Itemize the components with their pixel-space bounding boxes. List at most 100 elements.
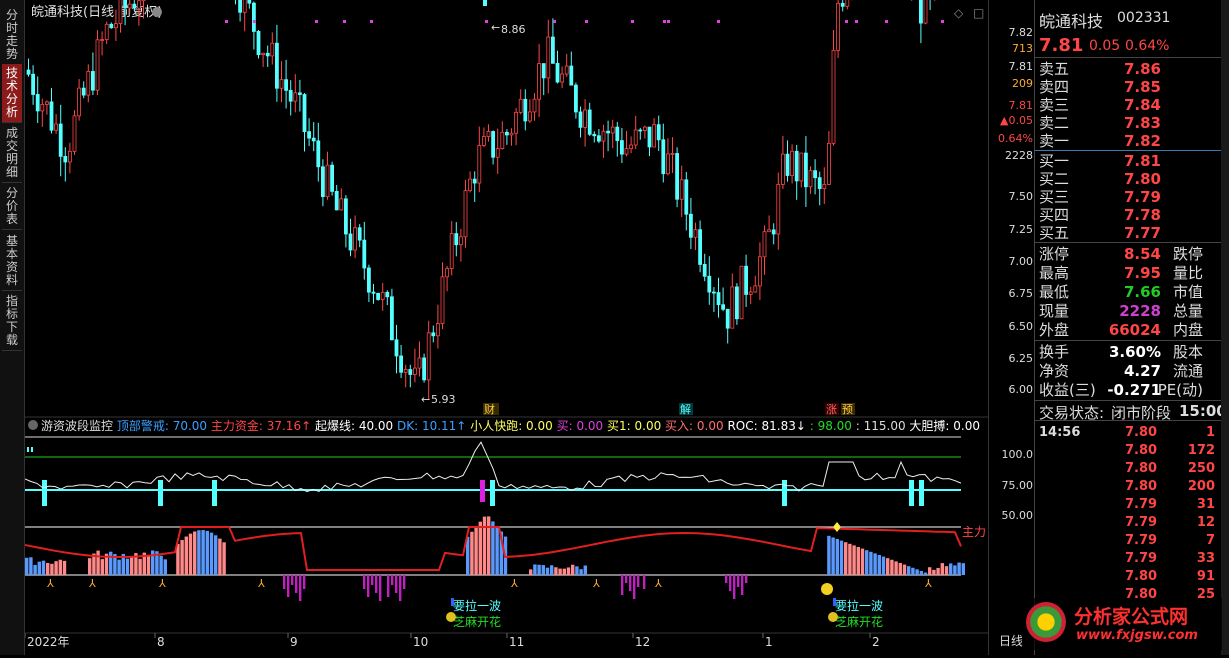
tick-price: 7.79 — [1125, 515, 1158, 530]
indicator-tick: 50.00 — [1002, 509, 1034, 522]
candle-body — [334, 190, 339, 211]
volume-bar — [835, 539, 839, 575]
indicator-tick: 75.00 — [1002, 479, 1034, 492]
volume-bar — [37, 561, 41, 575]
indicator-item-value: 0.00 — [522, 419, 556, 433]
price-tick: 7.81 — [1009, 60, 1034, 73]
volume-bar — [827, 535, 831, 575]
candle-body — [371, 291, 376, 294]
candle-body — [35, 94, 40, 112]
volume-bar — [499, 531, 503, 575]
candle-body — [758, 256, 762, 287]
volume-bar — [860, 548, 865, 575]
signal-dot — [631, 20, 634, 23]
candle-body — [574, 84, 578, 113]
stat2-row-label: 换手 — [1039, 343, 1070, 361]
event-marker-unlock[interactable] — [679, 403, 693, 415]
candle-body — [495, 148, 500, 158]
volume-bar — [25, 557, 29, 575]
current-price: 7.81 — [1039, 35, 1084, 56]
candle-body — [831, 49, 836, 144]
candle-body — [776, 184, 781, 235]
negative-bar — [363, 575, 366, 589]
candle-body — [541, 63, 546, 79]
event-marker-financial[interactable] — [483, 403, 499, 415]
volume-bar — [62, 560, 67, 575]
stat-row: 外盘 66024 内盘 — [1035, 321, 1225, 339]
price-scale: 7.82 713 7.81 209 7.81 ▲0.05 0.64% 2228 7.50 7.25… — [988, 0, 1035, 655]
candle-body — [339, 198, 344, 211]
kline-chart-svg[interactable]: 皖通科技(日线 前复权) ◇ □ 8.86 ← ← 5.93 财 解 涨 预 游… — [24, 0, 988, 655]
candle-body — [656, 124, 661, 141]
quote-scrollbar[interactable] — [1221, 0, 1229, 655]
candle-body — [555, 62, 560, 83]
tab-trade-detail[interactable]: 成交明细 — [2, 124, 22, 183]
indicator-item-label: DK: — [397, 419, 418, 433]
candle-body — [320, 166, 325, 198]
candle-body — [389, 296, 394, 341]
tab-price-table[interactable]: 分价表 — [2, 184, 22, 230]
event-marker-limit-up[interactable] — [825, 403, 839, 415]
signal-dots — [225, 20, 944, 23]
candle-body — [454, 233, 459, 246]
volume-bar — [163, 559, 167, 575]
negative-bar — [375, 575, 378, 593]
candle-body — [118, 0, 123, 25]
candle-body — [638, 129, 643, 132]
signal-bloom-2: 芝麻开花 — [835, 614, 883, 629]
coin-icon — [446, 612, 456, 622]
candle-body — [343, 198, 348, 235]
volume-bar — [953, 565, 957, 575]
watermark-title: 分析家公式网 — [1074, 606, 1189, 628]
tab-intraday[interactable]: 分时走势 — [2, 6, 22, 65]
tab-technical-analysis[interactable]: 技术分析 — [2, 64, 22, 123]
signal-dot — [315, 20, 318, 23]
runner-icon: ⅄ — [258, 577, 265, 590]
negative-bar — [733, 575, 736, 599]
candle-body — [279, 79, 284, 89]
volume-bar — [848, 543, 852, 575]
indicator-item-value: 98.00 — [814, 419, 856, 433]
price-tick: 209 — [1012, 77, 1033, 90]
main-force-label: 主力 — [962, 525, 986, 539]
divider — [1035, 420, 1229, 421]
candle-body — [242, 0, 247, 13]
indicator-menu-icon[interactable] — [28, 420, 38, 430]
candle-body — [58, 123, 63, 157]
candle-body — [661, 139, 666, 175]
diamond-icon[interactable]: ◇ — [954, 6, 964, 20]
volume-bar — [180, 540, 184, 575]
negative-bar — [403, 575, 406, 589]
tick-row: 7.79 33 — [1035, 550, 1225, 568]
candle-body — [247, 0, 252, 4]
tab-indicator-download[interactable]: 指标下载 — [2, 292, 22, 351]
volume-bar — [554, 567, 558, 575]
negative-bar — [621, 575, 624, 595]
runner-icon: ⅄ — [159, 577, 166, 590]
stock-code: 002331 — [1117, 10, 1171, 26]
tick-volume: 12 — [1196, 515, 1215, 530]
chart-title-menu-icon[interactable] — [152, 7, 162, 17]
candle-body — [564, 65, 569, 75]
stat2-row-label2: 流通 — [1172, 362, 1203, 380]
x-tick-label: 11 — [509, 635, 524, 649]
volume-bar — [932, 569, 936, 575]
indicator-item-label: 买: — [557, 419, 573, 433]
chart-area[interactable]: 皖通科技(日线 前复权) ◇ □ 8.86 ← ← 5.93 财 解 涨 预 游… — [24, 0, 988, 655]
candle-body — [307, 131, 312, 139]
volume-bar — [940, 563, 944, 575]
candle-body — [560, 73, 564, 83]
candle-body — [923, 0, 928, 24]
event-marker-forecast[interactable] — [841, 403, 855, 415]
volume-bar — [907, 566, 911, 575]
indicator-item-value: 10.11↑ — [418, 419, 470, 433]
signal-dot — [885, 20, 888, 23]
candle-body — [265, 52, 270, 57]
candle-body — [785, 153, 790, 176]
indicator-item-label: 起爆线: — [315, 419, 355, 433]
tab-basic-info[interactable]: 基本资料 — [2, 232, 22, 291]
x-tick-label: 10 — [413, 635, 428, 649]
price-tick: 7.81 — [1009, 99, 1034, 112]
close-icon[interactable]: □ — [973, 6, 984, 20]
volume-bar — [218, 538, 222, 575]
